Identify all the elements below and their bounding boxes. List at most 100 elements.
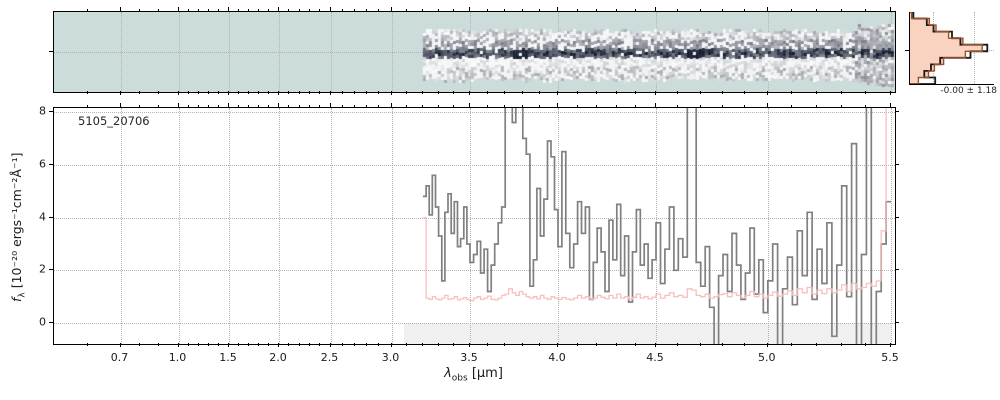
tick-main-top (390, 103, 392, 107)
tick-2d-top (353, 8, 355, 11)
tick-2d-top (596, 8, 598, 11)
tick-2d-bottom (865, 91, 867, 94)
x-gridline (229, 108, 230, 344)
tick-main-top (421, 104, 423, 107)
tick-main-top (119, 103, 121, 107)
tick-main-bottom (421, 343, 423, 346)
tick-2d-bottom (744, 91, 746, 94)
tick-2d-top (341, 8, 343, 11)
tick-main-bottom (766, 343, 768, 347)
x-axis-subscript: obs (451, 373, 468, 384)
tick-main-bottom (177, 343, 179, 347)
x-gridline (767, 108, 769, 344)
y-tick-label: 0 (39, 315, 46, 329)
tick-main-bottom (158, 343, 160, 346)
y-tick-label: 8 (39, 104, 46, 118)
tick-main-top (840, 104, 842, 107)
tick-2d-bottom (207, 91, 209, 94)
tick-2d-top (890, 7, 891, 11)
y-axis-title: fλ [10⁻²⁰ ergs⁻¹cm⁻²Å⁻¹] (9, 112, 28, 342)
tick-y-right (895, 111, 899, 112)
tick-main-bottom (258, 343, 259, 346)
tick-2d-top (521, 8, 523, 11)
tick-main-bottom (865, 343, 867, 346)
tick-2d-bottom (329, 91, 331, 95)
y-axis-subscript: λ (17, 292, 28, 298)
tick-2d-top (329, 7, 331, 11)
spectrum-lines (422, 108, 891, 344)
histogram-data-line (910, 12, 989, 84)
tick-2d-top (87, 8, 88, 11)
tick-main-top (615, 104, 617, 107)
tick-main-top (576, 104, 578, 107)
tick-main-bottom (596, 343, 598, 346)
tick-main-bottom (238, 343, 239, 346)
tick-2d-top (557, 7, 558, 11)
tick-2d-bottom (353, 91, 355, 94)
tick-main-bottom (278, 343, 279, 347)
tick-2d-top (378, 8, 380, 11)
tick-2d-bottom (453, 91, 455, 94)
tick-hist-y (905, 50, 909, 52)
tick-2d-top (406, 8, 408, 11)
tick-2d-top (469, 7, 470, 11)
tick-main-bottom (268, 343, 269, 346)
tick-2d-bottom (390, 91, 392, 95)
tick-2d-bottom (486, 91, 488, 94)
tick-main-top (504, 104, 506, 107)
tick-main-top (138, 104, 140, 107)
tick-2d-top (744, 8, 746, 11)
tick-main-top (278, 103, 279, 107)
x-tick-label: 1.5 (219, 351, 237, 364)
tick-2d-top (238, 8, 239, 11)
tick-2d-top (248, 8, 249, 11)
tick-main-bottom (816, 343, 818, 346)
tick-2d-bottom (258, 91, 259, 94)
tick-2d-top (865, 8, 867, 11)
tick-main-top (238, 104, 239, 107)
tick-main-bottom (469, 343, 470, 347)
tick-y-left (49, 111, 53, 112)
tick-main-top (596, 104, 598, 107)
tick-main-bottom (319, 343, 321, 346)
tick-2d-bottom (677, 91, 679, 94)
tick-2d-bottom (539, 91, 541, 94)
tick-2d-bottom (615, 91, 617, 94)
tick-main-bottom (138, 343, 140, 346)
tick-2d-bottom (319, 91, 321, 94)
tick-main-top (406, 104, 408, 107)
tick-2d-top (791, 8, 793, 11)
histogram-panel (909, 12, 994, 85)
tick-main-top (177, 103, 179, 107)
tick-main-top (308, 104, 310, 107)
y-gridline (54, 323, 895, 325)
tick-2d-top (138, 8, 140, 11)
tick-main-bottom (453, 343, 455, 346)
tick-2d-top (319, 8, 321, 11)
tick-main-top (258, 104, 259, 107)
tick-2d-bottom (791, 91, 793, 94)
tick-main-top (890, 103, 891, 107)
tick-2d-top (207, 8, 209, 11)
tick-main-bottom (217, 343, 219, 346)
tick-2d-top (437, 8, 439, 11)
x-tick-label: 4.5 (646, 351, 664, 364)
tick-main-top (378, 104, 380, 107)
tick-main-bottom (329, 343, 331, 347)
tick-main-bottom (366, 343, 368, 346)
x-tick-label: 1.0 (168, 351, 187, 364)
x-tick-label: 3.0 (381, 351, 400, 364)
tick-2d-top (187, 8, 189, 11)
tick-main-bottom (744, 343, 746, 346)
tick-2d-bottom (635, 91, 637, 94)
tick-2d-top (197, 8, 199, 11)
tick-2d-top (158, 8, 160, 11)
tick-2d-top (504, 8, 506, 11)
tick-main-bottom (677, 343, 679, 346)
tick-main-bottom (207, 343, 209, 346)
tick-main-bottom (504, 343, 506, 346)
tick-2d-top (366, 8, 368, 11)
tick-main-top (341, 104, 343, 107)
tick-main-bottom (655, 343, 656, 347)
tick-main-bottom (197, 343, 199, 346)
